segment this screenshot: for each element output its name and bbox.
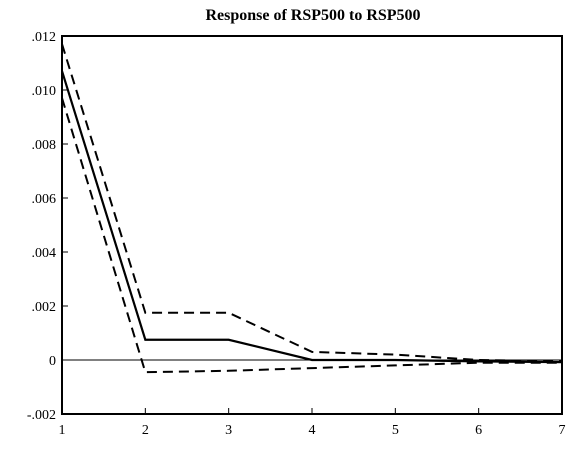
confidence-band-line bbox=[61, 97, 562, 374]
x-tick-label: 6 bbox=[475, 423, 482, 438]
confidence-band-line bbox=[61, 43, 563, 363]
y-tick-label: .008 bbox=[32, 138, 57, 153]
y-tick-label: .006 bbox=[32, 192, 57, 207]
chart-title: Response of RSP500 to RSP500 bbox=[205, 7, 420, 24]
y-tick-label: .004 bbox=[32, 246, 57, 261]
x-tick-label: 7 bbox=[559, 423, 566, 438]
x-tick-label: 1 bbox=[59, 423, 66, 438]
x-tick-label: 2 bbox=[142, 423, 149, 438]
response-line bbox=[60, 70, 563, 364]
y-tick-label: -.002 bbox=[27, 408, 56, 423]
y-tick-label: .012 bbox=[32, 30, 57, 45]
y-axis: -.002 0 .002 .004 .006 .008 .010 .012 bbox=[27, 30, 68, 423]
x-tick-label: 4 bbox=[309, 423, 316, 438]
x-axis: 1 2 3 4 5 6 7 bbox=[59, 408, 566, 438]
y-tick-label: 0 bbox=[49, 354, 56, 369]
series-layer bbox=[60, 43, 563, 374]
x-tick-label: 5 bbox=[392, 423, 399, 438]
plot-frame bbox=[61, 35, 563, 415]
y-tick-label: .002 bbox=[32, 300, 57, 315]
x-tick-label: 3 bbox=[225, 423, 232, 438]
y-tick-label: .010 bbox=[32, 84, 57, 99]
